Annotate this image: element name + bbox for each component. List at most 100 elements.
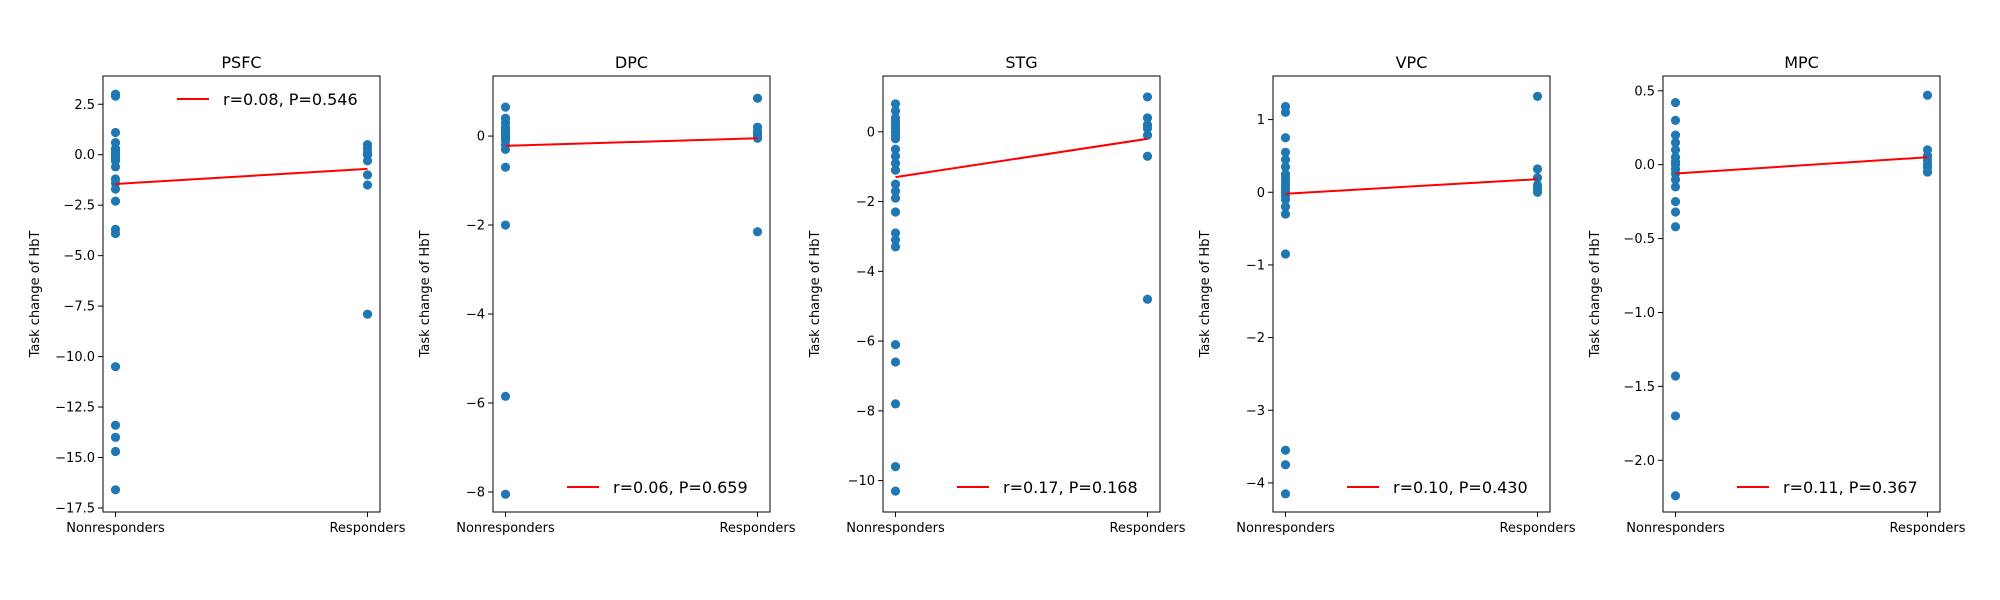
y-tick-label: 0: [1257, 186, 1265, 201]
y-tick-label: −2.5: [63, 199, 95, 214]
data-point: [1670, 207, 1681, 217]
y-tick-label: 0.5: [1634, 84, 1655, 99]
data-point: [110, 485, 121, 495]
regression-line: [1285, 178, 1538, 195]
y-tick-label: −10.0: [55, 350, 95, 365]
data-point: [110, 196, 121, 206]
regression-line: [505, 137, 758, 147]
data-point: [362, 156, 373, 166]
y-tick-label: 0.0: [1634, 158, 1655, 173]
y-tick-label: −6: [466, 397, 485, 412]
panel-dpc: DPC Task change of HbT 0 −2 −4 −6 −8 Nonrespond…: [418, 53, 796, 536]
y-axis-label: Task change of HbT: [808, 231, 823, 359]
panel-vpc: VPC Task change of HbT 1 0 −1 −2 −3 −4 Nonrespon…: [1198, 53, 1576, 536]
chart-title: MPC: [1784, 53, 1819, 72]
data-point: [500, 102, 511, 112]
data-point: [1532, 187, 1543, 197]
data-point: [1922, 167, 1933, 177]
data-point: [1670, 98, 1681, 108]
data-point: [1280, 460, 1291, 470]
y-tick-label: −8: [466, 485, 485, 500]
data-point: [752, 133, 763, 143]
data-point: [890, 186, 901, 196]
data-point: [1280, 445, 1291, 455]
y-tick-label: −4: [856, 265, 875, 280]
chart-title: STG: [1005, 53, 1037, 72]
chart-title: PSFC: [221, 53, 261, 72]
data-point: [1280, 194, 1291, 205]
data-point: [890, 151, 901, 161]
y-tick-label: −0.5: [1623, 232, 1655, 247]
data-point: [1280, 147, 1291, 157]
data-point: [1670, 137, 1681, 148]
data-point: [110, 91, 121, 101]
data-point: [500, 489, 511, 499]
data-point: [752, 93, 763, 103]
data-point: [1670, 182, 1681, 192]
data-point: [1280, 133, 1291, 143]
y-tick-label: 1: [1257, 113, 1265, 128]
panel-psfc: PSFC Task change of HbT 2.5 0.0 −2.5 −5.0 −7.5…: [28, 53, 406, 536]
plot-frame: [1272, 75, 1551, 513]
data-point: [1670, 115, 1681, 125]
data-point: [1670, 411, 1681, 421]
data-point: [1280, 154, 1291, 165]
data-point: [1670, 130, 1681, 140]
data-point: [362, 309, 373, 319]
data-point: [890, 193, 901, 203]
data-point: [890, 99, 901, 109]
y-tick-label: 0: [477, 130, 485, 145]
y-tick-label: −1: [1246, 258, 1265, 273]
data-point: [1670, 222, 1681, 232]
y-tick-label: −4: [1246, 476, 1265, 491]
y-axis-label: Task change of HbT: [28, 231, 43, 359]
y-tick-label: −17.5: [55, 501, 95, 516]
y-axis-label: Task change of HbT: [1588, 231, 1603, 359]
data-point: [890, 462, 901, 472]
x-tick-label: Responders: [1889, 521, 1965, 536]
plot-frame: [492, 75, 771, 513]
y-tick-label: 0: [867, 125, 875, 140]
data-point: [1280, 209, 1291, 219]
data-point: [1142, 113, 1153, 123]
x-tick-label: Responders: [1109, 521, 1185, 536]
x-tick-label: Responders: [1499, 521, 1575, 536]
y-tick-label: −12.5: [55, 401, 95, 416]
y-tick-label: −3: [1246, 404, 1265, 419]
data-point: [752, 227, 763, 237]
data-point: [110, 162, 121, 172]
legend-label: r=0.06, P=0.659: [613, 478, 748, 497]
y-axis-label: Task change of HbT: [418, 231, 433, 359]
y-tick-label: −8: [856, 404, 875, 419]
data-point: [1280, 107, 1291, 117]
data-point: [890, 357, 901, 367]
y-tick-label: −7.5: [63, 300, 95, 315]
data-point: [1670, 371, 1681, 381]
data-point: [1142, 92, 1153, 102]
data-point: [110, 127, 121, 138]
chart-title: DPC: [615, 53, 648, 72]
regression-line: [115, 167, 368, 185]
data-point: [890, 242, 901, 252]
data-point: [362, 180, 373, 190]
y-tick-label: −2: [856, 195, 875, 210]
data-point: [110, 184, 121, 194]
data-point: [110, 446, 121, 457]
data-point: [1532, 164, 1543, 174]
data-point: [1532, 91, 1543, 101]
y-tick-label: −2: [466, 219, 485, 234]
data-point: [1142, 151, 1153, 161]
x-tick-label: Nonresponders: [1626, 521, 1725, 536]
y-tick-label: −2: [1246, 331, 1265, 346]
legend-label: r=0.10, P=0.430: [1393, 478, 1528, 497]
data-point: [110, 420, 121, 430]
data-point: [890, 339, 901, 350]
data-point: [890, 106, 901, 116]
data-point: [1142, 130, 1153, 140]
y-tick-label: −10: [848, 474, 875, 489]
data-point: [110, 362, 121, 372]
panel-stg: STG Task change of HbT 0 −2 −4 −6 −8 −10 Nonresp…: [808, 53, 1186, 536]
plot-frame: [102, 75, 381, 513]
regression-line: [1675, 156, 1928, 175]
x-tick-label: Responders: [719, 521, 795, 536]
